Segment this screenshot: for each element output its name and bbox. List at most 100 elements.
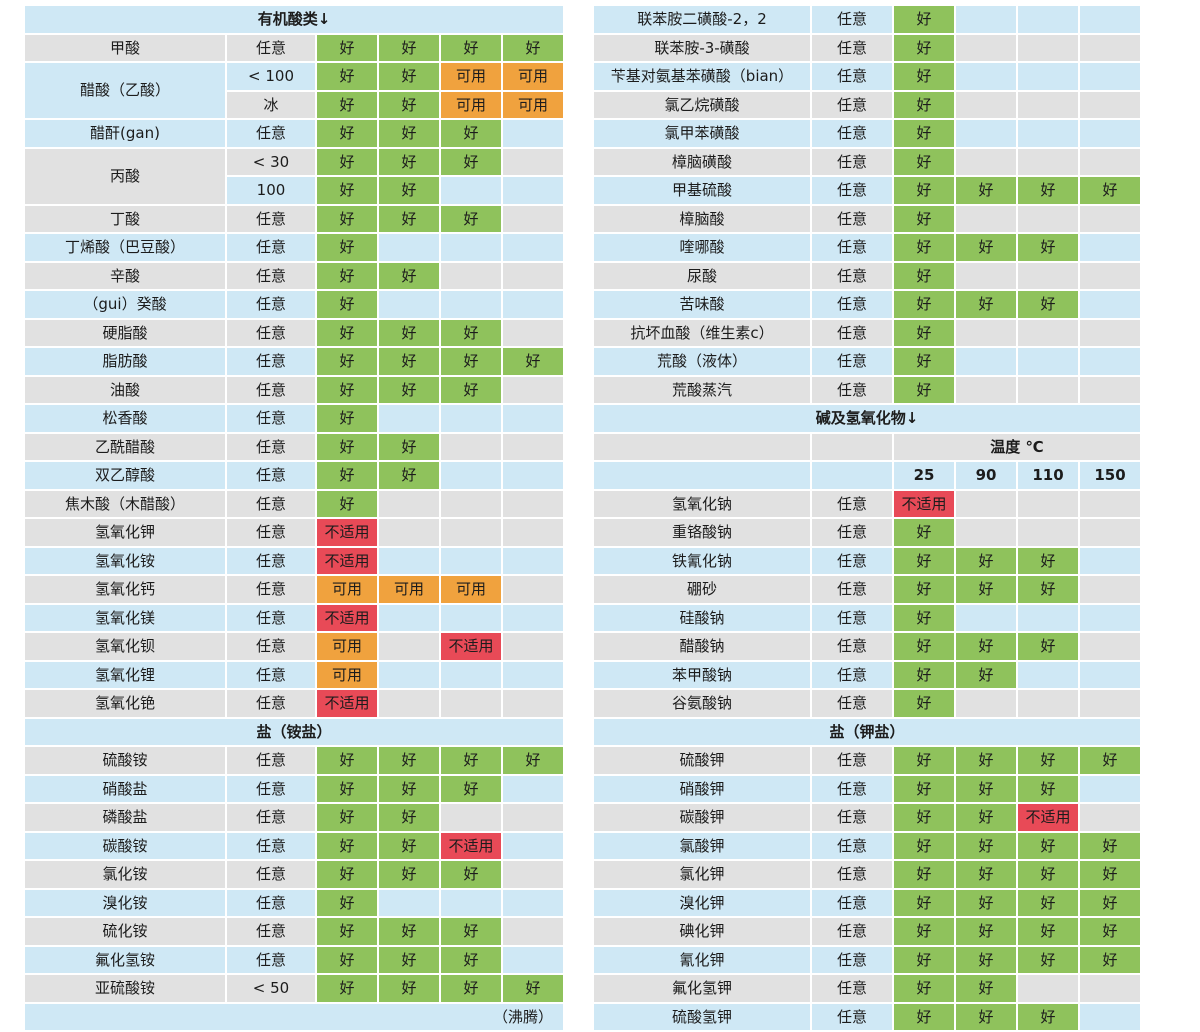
chemical-name-cell: 乙酰醋酸 [25, 433, 225, 460]
condition-cell: < 50 [227, 975, 315, 1002]
empty-rating-cell [1018, 205, 1078, 232]
rating-cell: 好 [379, 804, 439, 831]
empty-rating-cell [956, 348, 1016, 375]
chemical-name-cell: 醋酸（乙酸） [25, 63, 225, 118]
chemical-name-cell: 辛酸 [25, 262, 225, 289]
empty-rating-cell [1080, 576, 1140, 603]
rating-cell: 好 [379, 946, 439, 973]
rating-cell: 可用 [379, 576, 439, 603]
rating-cell: 好 [317, 433, 377, 460]
table-row: 重铬酸钠 任意好 [594, 519, 1140, 546]
table-row: 氢氧化锂 任意 可用 [25, 661, 563, 688]
condition-cell: 任意 [812, 319, 892, 346]
empty-rating-cell [503, 690, 563, 717]
chemical-name-cell: 硬脂酸 [25, 319, 225, 346]
rating-cell: 好 [317, 262, 377, 289]
rating-cell: 好 [441, 34, 501, 61]
rating-cell: 好 [317, 291, 377, 318]
condition-cell: 任意 [812, 376, 892, 403]
rating-cell: 不适用 [317, 690, 377, 717]
empty-rating-cell [379, 519, 439, 546]
empty-name-cell [594, 462, 810, 489]
table-row: 荒酸蒸汽 任意好 [594, 376, 1140, 403]
rating-cell: 好 [379, 975, 439, 1002]
table-row: 碱及氢氧化物↓ [594, 405, 1140, 432]
empty-rating-cell [1080, 661, 1140, 688]
condition-cell: 任意 [812, 34, 892, 61]
rating-cell: 好 [1018, 547, 1078, 574]
rating-cell: 好 [317, 91, 377, 118]
empty-rating-cell [503, 889, 563, 916]
rating-cell: 好 [379, 433, 439, 460]
rating-cell: 好 [441, 775, 501, 802]
table-row: 喹哪酸 任意好好好 [594, 234, 1140, 261]
temperature-tick: 90 [956, 462, 1016, 489]
rating-cell: 好 [894, 604, 954, 631]
rating-cell: 好 [894, 918, 954, 945]
rating-cell: 不适用 [317, 604, 377, 631]
table-row: 盐（钾盐） [594, 718, 1140, 745]
table-row: 丁烯酸（巴豆酸） 任意好 [25, 234, 563, 261]
rating-cell: 好 [317, 234, 377, 261]
table-row: 有机酸类↓ [25, 6, 563, 33]
empty-rating-cell [379, 690, 439, 717]
rating-cell: 可用 [503, 63, 563, 90]
empty-rating-cell [1080, 975, 1140, 1002]
condition-cell: 任意 [227, 519, 315, 546]
chemical-name-cell: 丁烯酸（巴豆酸） [25, 234, 225, 261]
table-row: 硫酸铵 任意好好好好 [25, 747, 563, 774]
table-row: 硬脂酸 任意好好好 [25, 319, 563, 346]
condition-cell: 任意 [227, 946, 315, 973]
empty-rating-cell [956, 63, 1016, 90]
table-row: 甲酸 任意好好好好 [25, 34, 563, 61]
rating-cell: 好 [956, 946, 1016, 973]
empty-rating-cell [956, 376, 1016, 403]
chemical-name-cell: 硫酸铵 [25, 747, 225, 774]
empty-rating-cell [1018, 975, 1078, 1002]
rating-cell: 好 [441, 348, 501, 375]
condition-cell: 任意 [227, 576, 315, 603]
rating-cell: 好 [317, 832, 377, 859]
rating-cell: 好 [894, 547, 954, 574]
empty-rating-cell [1080, 804, 1140, 831]
chemical-name-cell: 樟脑磺酸 [594, 148, 810, 175]
empty-rating-cell [441, 234, 501, 261]
chemical-name-cell: 松香酸 [25, 405, 225, 432]
rating-cell: 好 [894, 804, 954, 831]
empty-rating-cell [503, 604, 563, 631]
empty-rating-cell [441, 547, 501, 574]
rating-cell: 好 [317, 775, 377, 802]
rating-cell: 可用 [317, 576, 377, 603]
chemical-name-cell: 氢氧化铯 [25, 690, 225, 717]
condition-cell: 任意 [812, 633, 892, 660]
table-row: 尿酸 任意好 [594, 262, 1140, 289]
chemical-name-cell: 氢氧化钡 [25, 633, 225, 660]
chemical-name-cell: 丁酸 [25, 205, 225, 232]
empty-rating-cell [503, 946, 563, 973]
chemical-name-cell: 硝酸钾 [594, 775, 810, 802]
table-row: 苄基对氨基苯磺酸（bian） 任意好 [594, 63, 1140, 90]
empty-rating-cell [503, 319, 563, 346]
empty-rating-cell [956, 604, 1016, 631]
table-row: 温度 ℃ [594, 433, 1140, 460]
condition-cell: 任意 [812, 889, 892, 916]
chemical-name-cell: 双乙醇酸 [25, 462, 225, 489]
empty-rating-cell [1080, 690, 1140, 717]
rating-cell: 好 [379, 462, 439, 489]
chemical-name-cell: 溴化铵 [25, 889, 225, 916]
empty-rating-cell [956, 91, 1016, 118]
rating-cell: 好 [1018, 775, 1078, 802]
condition-cell: < 100 [227, 63, 315, 90]
empty-rating-cell [956, 519, 1016, 546]
rating-cell: 好 [317, 889, 377, 916]
table-row: 荒酸（液体） 任意好 [594, 348, 1140, 375]
condition-cell: 任意 [812, 975, 892, 1002]
chemical-name-cell: 硅酸钠 [594, 604, 810, 631]
chemical-name-cell: 荒酸蒸汽 [594, 376, 810, 403]
table-row: 硼砂 任意好好好 [594, 576, 1140, 603]
chemical-name-cell: 重铬酸钠 [594, 519, 810, 546]
rating-cell: 好 [894, 120, 954, 147]
compatibility-table-left: 有机酸类↓ 甲酸 任意好好好好醋酸（乙酸） < 100 好好可用 可用冰好好可用 可用 醋酐(… [23, 4, 565, 1032]
empty-rating-cell [441, 604, 501, 631]
